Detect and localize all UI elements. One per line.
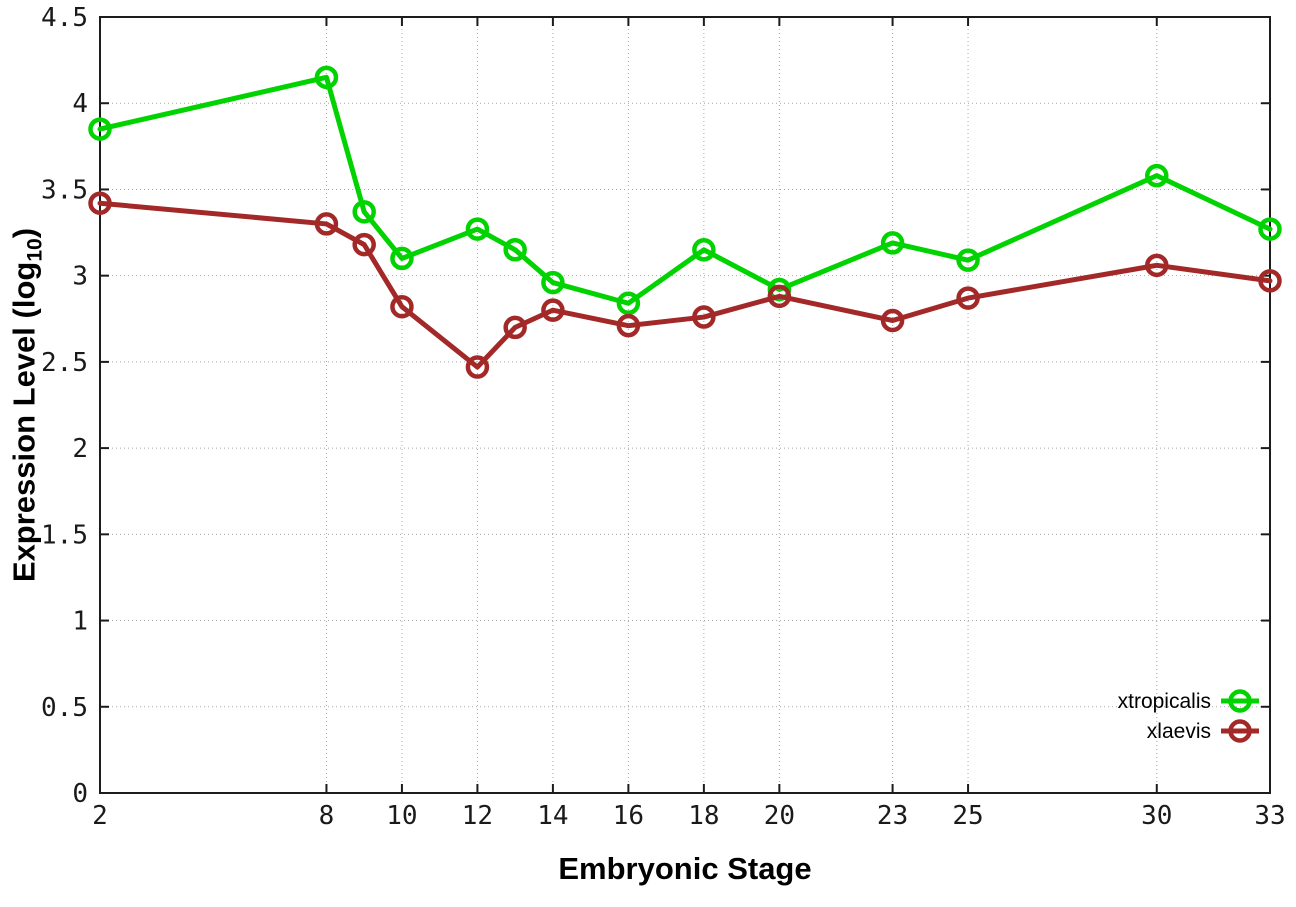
x-tick-label: 12: [462, 801, 493, 831]
y-tick-label: 2: [72, 434, 88, 464]
y-axis-title-close: ): [6, 227, 42, 239]
legend-sample-marker-xlaevis: [1228, 719, 1252, 743]
series-point-xtropicalis: [1145, 163, 1169, 188]
series-point-xlaevis: [541, 298, 565, 322]
legend-label-xtropicalis: xtropicalis: [1118, 690, 1211, 713]
x-tick-label: 10: [386, 801, 417, 831]
x-axis-title: Embryonic Stage: [558, 851, 812, 886]
y-tick-label: 2.5: [41, 348, 88, 378]
plot-border: [99, 16, 1271, 794]
series-point-xtropicalis: [390, 246, 414, 271]
legend-label-xlaevis: xlaevis: [1147, 720, 1211, 743]
series-point-xtropicalis: [956, 248, 980, 272]
y-tick-label: 3.5: [41, 175, 88, 205]
series-point-xlaevis: [88, 191, 112, 215]
series-point-xlaevis: [352, 232, 376, 257]
series-line-xtropicalis: [97, 74, 1273, 306]
x-tick-label: 2: [92, 801, 108, 831]
x-tick-label: 33: [1254, 801, 1285, 831]
y-axis-title-subscript: 10: [23, 238, 47, 262]
series-point-xlaevis: [692, 305, 716, 329]
series-point-xlaevis: [767, 284, 792, 309]
y-axis-title-text: Expression Level (log: [6, 261, 42, 583]
series-line-xlaevis: [97, 200, 1273, 370]
series-point-xtropicalis: [503, 238, 527, 262]
series-point-xtropicalis: [541, 270, 565, 295]
series-point-xlaevis: [314, 212, 339, 236]
y-axis-title: Expression Level (log10): [6, 228, 47, 582]
y-tick-label: 1: [72, 607, 88, 637]
y-tick-label: 0.5: [41, 693, 88, 723]
series-point-xlaevis: [616, 313, 641, 338]
series-point-xtropicalis: [352, 200, 376, 224]
series-point-xlaevis: [503, 315, 527, 340]
y-tick-label: 4.5: [41, 3, 88, 33]
series-point-xtropicalis: [692, 238, 716, 262]
series-point-xtropicalis: [314, 65, 339, 90]
x-tick-label: 14: [537, 801, 568, 831]
series-point-xtropicalis: [880, 231, 905, 255]
x-tick-label: 18: [688, 801, 719, 831]
series-point-xlaevis: [956, 286, 980, 310]
series-point-xtropicalis: [1258, 217, 1282, 241]
legend-sample-marker-xtropicalis: [1228, 689, 1252, 713]
x-tick-label: 30: [1141, 801, 1172, 831]
series-point-xlaevis: [465, 355, 490, 379]
x-tick-label: 20: [764, 801, 795, 831]
y-tick-label: 4: [72, 89, 88, 119]
series-point-xtropicalis: [465, 217, 490, 241]
x-tick-label: 25: [952, 801, 983, 831]
y-tick-label: 1.5: [41, 520, 88, 550]
series-point-xtropicalis: [616, 291, 641, 316]
x-tick-label: 23: [877, 801, 908, 831]
series-point-xtropicalis: [88, 117, 112, 141]
y-tick-label: 3: [72, 262, 88, 292]
x-tick-label: 8: [319, 801, 335, 831]
y-tick-label: 0: [72, 779, 88, 809]
series-point-xlaevis: [1258, 269, 1282, 293]
series-point-xlaevis: [390, 294, 414, 319]
series-point-xlaevis: [880, 308, 905, 333]
series-point-xlaevis: [1145, 253, 1169, 278]
x-tick-label: 16: [613, 801, 644, 831]
